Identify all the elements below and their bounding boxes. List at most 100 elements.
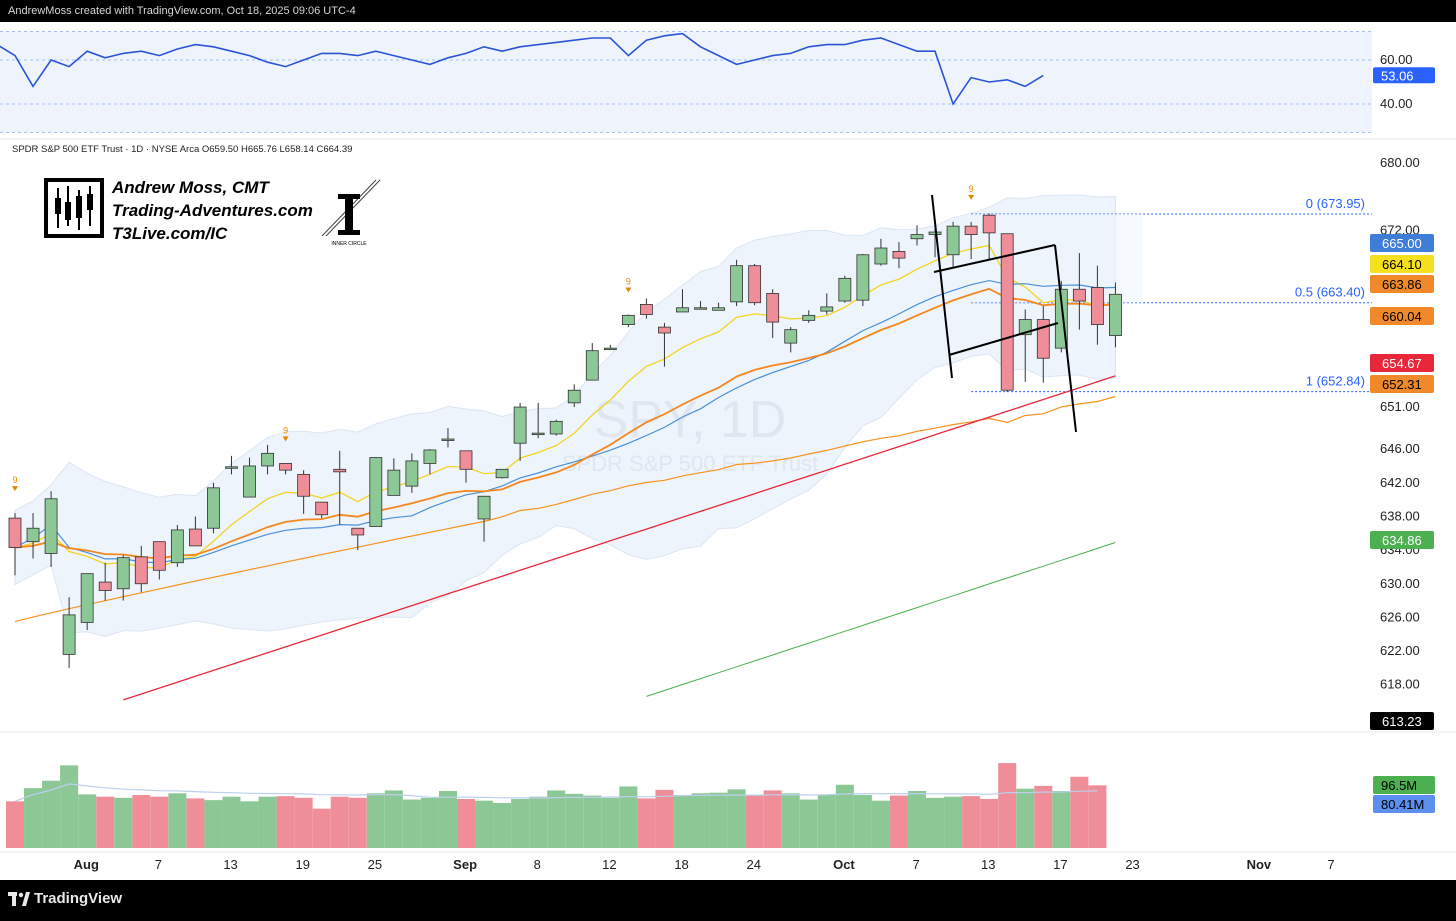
- volume-bar: [583, 795, 602, 848]
- volume-bar: [6, 801, 24, 848]
- td-arrow-icon: [968, 194, 975, 200]
- candle-body: [80, 573, 94, 623]
- candle-body: [1072, 288, 1086, 302]
- rsi-axis-label: 60.00: [1380, 52, 1413, 67]
- volume-bar: [709, 792, 728, 848]
- time-tick-label: 23: [1125, 857, 1139, 872]
- footer: TradingView: [0, 880, 1456, 921]
- volume-bar: [78, 794, 97, 848]
- rsi-line: [0, 32, 1044, 106]
- candle-body: [820, 306, 834, 312]
- time-axis[interactable]: Aug 7 13 19 25 Sep 8 12 18 24 Oct 7 13 17 23 Nov 7: [74, 857, 1335, 872]
- ohlc-legend: SPDR S&P 500 ETF Trust · 1D · NYSE Arca …: [12, 144, 352, 155]
- candle-body: [207, 487, 220, 529]
- candle-body: [225, 466, 238, 469]
- candle-body: [1109, 293, 1122, 336]
- fib-level-label: 1 (652.84): [1306, 374, 1365, 389]
- volume-bar: [889, 795, 908, 848]
- volume-bar: [944, 796, 963, 848]
- volume-bar: [799, 799, 818, 848]
- volume-bar: [1070, 776, 1089, 848]
- price-badge: [1370, 375, 1434, 393]
- volume-bar: [655, 789, 674, 848]
- price-badge-label: 652.31: [1382, 377, 1422, 392]
- candle-body: [712, 307, 725, 311]
- volume-bar: [457, 798, 475, 848]
- td-count-label: 9: [969, 184, 974, 194]
- ema-21-line: [14, 287, 1116, 560]
- price-tick-label: 626.00: [1380, 609, 1420, 624]
- sma-200-line: [646, 542, 1116, 697]
- bollinger-band: [14, 194, 1116, 638]
- price-badge: [1370, 712, 1434, 730]
- time-tick-label: Nov: [1247, 857, 1272, 872]
- candle-body: [495, 468, 509, 479]
- volume-bar: [1034, 785, 1053, 848]
- candle-body: [982, 214, 996, 234]
- volume-bar: [908, 791, 926, 848]
- time-tick-label: 13: [223, 857, 237, 872]
- volume-bar: [204, 800, 223, 848]
- candle-body: [838, 277, 852, 302]
- volume-bar: [493, 802, 512, 848]
- volume-bar: [258, 796, 277, 848]
- trend-line: [948, 322, 1059, 356]
- trend-drawings[interactable]: [931, 194, 1077, 433]
- rsi-band: [0, 31, 1372, 133]
- candle-body: [603, 347, 617, 351]
- price-tick-label: 672.00: [1380, 222, 1420, 237]
- volume-bar: [601, 797, 620, 848]
- volume-bar: [186, 798, 205, 848]
- chart-svg[interactable]: 60.00 40.00 53.06 SPY, 1D SPDR S&P 500 ETF…: [0, 22, 1456, 880]
- candle-body: [98, 581, 112, 591]
- price-badge: [1370, 234, 1434, 252]
- trend-line: [933, 244, 1056, 273]
- brand-line-2: Trading-Adventures.com: [112, 201, 313, 220]
- volume-bar: [294, 797, 313, 848]
- time-tick-label: 25: [368, 857, 382, 872]
- td-sequential-markers: 9 9 9 9: [12, 184, 975, 492]
- volume-average-line: [14, 783, 1098, 802]
- candle-body: [459, 450, 473, 470]
- price-axis[interactable]: 680.00672.00656.00651.00646.00642.00638.…: [0, 138, 1456, 853]
- time-tick-label: 13: [981, 857, 995, 872]
- price-tick-label: 680.00: [1380, 155, 1420, 170]
- candle-body: [351, 527, 365, 536]
- candle-body: [910, 234, 924, 240]
- volume-bar: [871, 800, 890, 848]
- time-tick-label: 8: [534, 857, 541, 872]
- brand-line-1: Andrew Moss, CMT: [111, 178, 270, 197]
- time-tick-label: 7: [1327, 857, 1334, 872]
- chart-panel[interactable]: 60.00 40.00 53.06 SPY, 1D SPDR S&P 500 ETF…: [0, 22, 1456, 880]
- time-tick-label: 18: [674, 857, 688, 872]
- candle-body: [116, 557, 130, 590]
- candles: [8, 213, 1122, 668]
- tradingview-brand: TradingView: [34, 890, 123, 907]
- volume-pane: 96.5M 80.41M: [6, 763, 1435, 848]
- credit-line: AndrewMoss created with TradingView.com,…: [0, 0, 1456, 22]
- volume-bar: [96, 796, 115, 848]
- sma-20-line: [14, 279, 1116, 564]
- rsi-axis-label: 40.00: [1380, 96, 1413, 111]
- volume-bar: [745, 795, 764, 848]
- price-tick-label: 630.00: [1380, 576, 1420, 591]
- time-tick-label: Aug: [74, 857, 99, 872]
- candle-body: [694, 307, 707, 310]
- candle-body: [892, 250, 906, 259]
- price-badge-label: 660.04: [1382, 309, 1422, 324]
- volume-badge-label: 80.41M: [1381, 797, 1424, 812]
- td-arrow-icon: [12, 486, 18, 492]
- volume-bar: [222, 796, 241, 848]
- rsi-value-label: 53.06: [1381, 68, 1414, 83]
- rsi-value-badge: [1373, 67, 1435, 84]
- candlestick-logo-icon: [44, 178, 104, 238]
- brand-line-3: T3Live.com/IC: [112, 224, 228, 243]
- volume-bar: [691, 793, 710, 848]
- td-arrow-icon: [282, 436, 289, 442]
- volume-bar: [1088, 785, 1107, 848]
- candle-body: [513, 406, 527, 444]
- price-badge-label: 654.67: [1382, 356, 1422, 371]
- volume-bar: [637, 798, 656, 848]
- time-tick-label: 12: [602, 857, 616, 872]
- candle-body: [44, 498, 58, 554]
